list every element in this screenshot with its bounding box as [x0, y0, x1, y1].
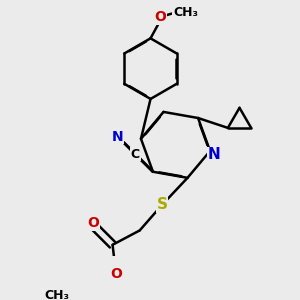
Text: C: C	[131, 148, 140, 161]
Text: N: N	[208, 147, 220, 162]
Text: O: O	[110, 266, 122, 280]
Text: CH₃: CH₃	[44, 289, 69, 300]
Text: CH₃: CH₃	[173, 6, 198, 19]
Text: N: N	[112, 130, 124, 144]
Text: O: O	[154, 10, 166, 24]
Text: S: S	[157, 197, 167, 212]
Text: O: O	[88, 216, 99, 230]
